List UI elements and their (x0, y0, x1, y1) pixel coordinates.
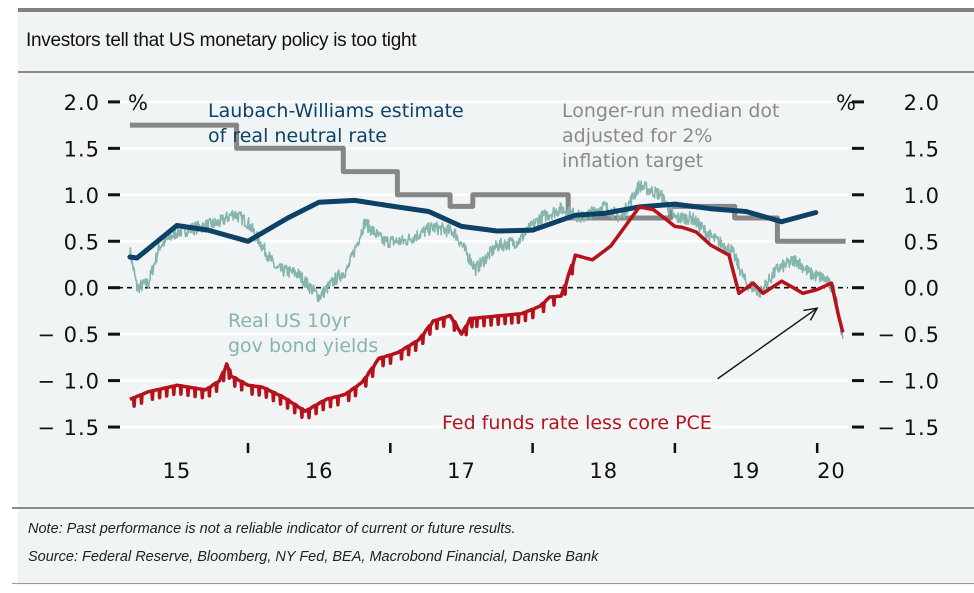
y-unit-label-right: % (836, 91, 857, 115)
y-tick-label-right: − 1.5 (877, 416, 940, 440)
y-tick-label-right: 1.0 (904, 184, 940, 208)
label-real-us-10yr: Real US 10yr (228, 310, 350, 332)
title-divider (18, 71, 974, 73)
series-layer (127, 122, 846, 420)
bottom-rule (12, 583, 974, 584)
chart-panel (18, 8, 974, 585)
y-tick-label-right: − 0.5 (877, 323, 940, 347)
y-tick-label-left: − 0.5 (37, 323, 100, 347)
x-tick-label: 17 (447, 459, 476, 483)
footnote-note: Note: Past performance is not a reliable… (28, 521, 516, 537)
x-tick-label: 20 (817, 459, 846, 483)
x-axis: 15 16 17 18 19 20 (162, 443, 845, 483)
label-fed-funds-less-core-pce: Fed funds rate less core PCE (442, 412, 712, 434)
footer-divider (12, 507, 974, 509)
y-tick-label-right: − 1.0 (877, 370, 940, 394)
label-longer-run-median-dot: inflation target (562, 150, 703, 172)
y-tick-label-right: 0.5 (904, 230, 940, 254)
label-longer-run-median-dot: Longer-run median dot (562, 100, 779, 122)
y-tick-label-right: 0.0 (904, 277, 940, 301)
x-tick-label: 18 (589, 459, 618, 483)
series-fed-funds-less-core-pce (129, 205, 845, 420)
x-tick-label: 15 (162, 459, 191, 483)
y-tick-label-right: 2.0 (904, 91, 940, 115)
arrow-head-icon (803, 307, 819, 321)
label-longer-run-median-dot: adjusted for 2% (562, 125, 712, 147)
y-tick-label-left: 0.5 (64, 230, 100, 254)
label-real-us-10yr: gov bond yields (228, 335, 378, 357)
y-tick-label-left: 2.0 (64, 91, 100, 115)
label-laubach-williams: Laubach-Williams estimate (208, 100, 464, 122)
series-real-us-10yr-yields (129, 180, 844, 339)
y-tick-label-right: 1.5 (904, 137, 940, 161)
label-laubach-williams: of real neutral rate (208, 125, 387, 147)
y-axis-left: 2.0 1.5 1.0 0.5 0.0 − 0.5 − 1.0 − 1.5% (37, 91, 149, 440)
arrow-line (717, 307, 818, 380)
series-longer-run-median-dot (129, 122, 846, 244)
footnote-source: Source: Federal Reserve, Bloomberg, NY F… (28, 549, 599, 565)
y-tick-label-left: 0.0 (64, 277, 100, 301)
x-tick-label: 19 (732, 459, 761, 483)
chart-title: Investors tell that US monetary policy i… (26, 30, 417, 51)
annotations-layer: Laubach-Williams estimate of real neutral… (208, 100, 819, 434)
y-tick-label-left: − 1.0 (37, 370, 100, 394)
y-tick-label-left: 1.0 (64, 184, 100, 208)
y-tick-label-left: 1.5 (64, 137, 100, 161)
y-tick-label-left: − 1.5 (37, 416, 100, 440)
series-laubach-williams (127, 197, 819, 261)
top-rule (18, 8, 974, 12)
y-unit-label-left: % (128, 91, 149, 115)
y-axis-right: 2.0 1.5 1.0 0.5 0.0 − 0.5 − 1.0 − 1.5% (836, 91, 940, 440)
x-tick-label: 16 (305, 459, 334, 483)
